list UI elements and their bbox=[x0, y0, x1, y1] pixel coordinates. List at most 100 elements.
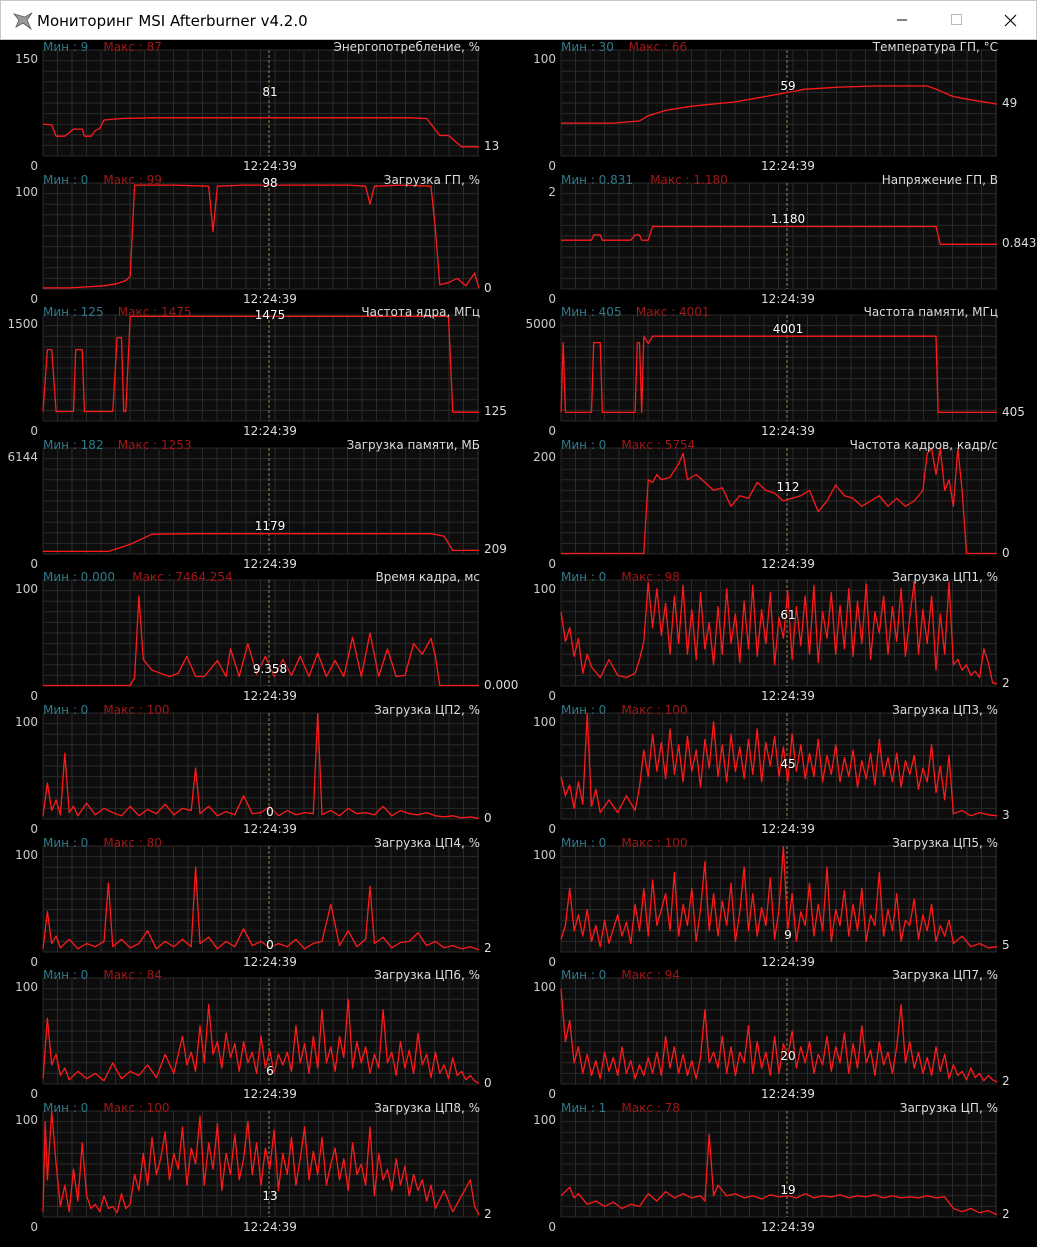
graph-y-max: 100 bbox=[15, 980, 38, 995]
graph-panel[interactable]: Мин : 182 Макс : 1253 Загрузка памяти, МБ 6… bbox=[0, 438, 518, 571]
graph-svg bbox=[42, 447, 479, 555]
graph-svg bbox=[42, 845, 480, 953]
graph-title: Загрузка ЦП8, % bbox=[374, 1100, 480, 1115]
graph-title: Энергопотребление, % bbox=[333, 40, 480, 54]
graph-y-max: 100 bbox=[533, 715, 556, 729]
graph-title: Частота ядра, МГц bbox=[361, 305, 480, 320]
graph-max-label: Макс : 99 bbox=[103, 172, 162, 187]
graph-time-label: 12:24:39 bbox=[761, 822, 815, 836]
graph-trace bbox=[560, 712, 998, 817]
graph-min-label: Мин : 0 bbox=[43, 172, 89, 187]
graph-panel[interactable]: Мин : 125 Макс : 1475 Частота ядра, МГц 150… bbox=[0, 305, 518, 438]
graph-panel[interactable]: Мин : 0 Макс : 94 Загрузка ЦП7, % 100 0 2 20 12… bbox=[518, 968, 1036, 1101]
graph-time-label: 12:24:39 bbox=[243, 1087, 297, 1102]
graph-max-label: Макс : 4001 bbox=[635, 305, 710, 320]
graph-y-max: 100 bbox=[15, 847, 38, 862]
graph-plot-area[interactable] bbox=[560, 579, 998, 687]
graph-plot-area[interactable] bbox=[560, 182, 997, 290]
graph-cursor-value: 19 bbox=[780, 1182, 796, 1197]
graph-panel[interactable]: Мин : 0 Макс : 80 Загрузка ЦП4, % 100 0 2 0 12:… bbox=[0, 836, 518, 969]
close-icon bbox=[1004, 14, 1017, 27]
graph-y-max: 100 bbox=[15, 184, 38, 199]
title-bar[interactable]: Мониторинг MSI Afterburner v4.2.0 bbox=[0, 0, 1037, 40]
graph-max-label: Макс : 98 bbox=[621, 570, 680, 585]
graph-svg bbox=[560, 182, 997, 290]
graph-min-label: Мин : 0.000 bbox=[43, 570, 116, 585]
graph-plot-area[interactable] bbox=[42, 49, 479, 157]
graph-trace bbox=[560, 1133, 998, 1216]
graph-y-min: 0 bbox=[30, 822, 38, 836]
graph-max-label: Макс : 100 bbox=[621, 703, 688, 717]
graph-title: Температура ГП, °C bbox=[872, 40, 998, 54]
graph-trace bbox=[42, 1110, 480, 1215]
graph-title: Загрузка ЦП6, % bbox=[374, 968, 480, 983]
graph-panel[interactable]: Мин : 0.831 Макс : 1.180 Напряжение ГП, В 2… bbox=[518, 173, 1036, 306]
graph-plot-area[interactable] bbox=[42, 977, 480, 1085]
graph-panel[interactable]: Мин : 1 Макс : 78 Загрузка ЦП, % 100 0 2 19 12:… bbox=[518, 1101, 1036, 1234]
graph-time-label: 12:24:39 bbox=[761, 159, 815, 173]
graph-panel[interactable]: Мин : 0 Макс : 100 Загрузка ЦП8, % 100 0 2 13 1… bbox=[0, 1101, 518, 1234]
graph-plot-area[interactable] bbox=[42, 314, 479, 422]
graph-plot-area[interactable] bbox=[42, 1110, 480, 1218]
graph-panel[interactable]: Мин : 0 Макс : 99 Загрузка ГП, % 100 0 0 98 12:… bbox=[0, 173, 518, 306]
graph-plot-area[interactable] bbox=[42, 182, 480, 290]
graph-panel[interactable]: Мин : 30 Макс : 66 Температура ГП, °C 100 0 4… bbox=[518, 40, 1036, 173]
graph-plot-area[interactable] bbox=[560, 49, 998, 157]
graph-min-label: Мин : 0 bbox=[43, 835, 89, 850]
graph-min-label: Мин : 1 bbox=[561, 1100, 607, 1115]
graph-cursor-value: 20 bbox=[780, 1048, 796, 1063]
graph-panel[interactable]: Мин : 0 Макс : 100 Загрузка ЦП5, % 100 0 5 9 12… bbox=[518, 836, 1036, 969]
graph-current-value: 0.843 bbox=[1002, 235, 1037, 250]
graph-panel[interactable]: Мин : 0 Макс : 98 Загрузка ЦП1, % 100 0 2 61 12… bbox=[518, 570, 1036, 703]
graph-y-min: 0 bbox=[30, 291, 38, 306]
graph-panel[interactable]: Мин : 0 Макс : 100 Загрузка ЦП3, % 100 0 3 45 1… bbox=[518, 703, 1036, 836]
graph-panel[interactable]: Мин : 0.000 Макс : 7464.254 Время кадра, м… bbox=[0, 570, 518, 703]
graph-plot-area[interactable] bbox=[560, 314, 997, 422]
close-button[interactable] bbox=[987, 1, 1033, 39]
graph-plot-area[interactable] bbox=[560, 447, 997, 555]
graph-y-max: 100 bbox=[15, 715, 38, 729]
graph-plot-area[interactable] bbox=[560, 712, 998, 820]
graph-title: Частота кадров, кадр/с bbox=[849, 437, 998, 452]
graph-y-max: 100 bbox=[533, 1112, 556, 1127]
graph-y-max: 100 bbox=[15, 582, 38, 597]
maximize-button[interactable] bbox=[933, 1, 979, 39]
graph-current-value: 2 bbox=[484, 1206, 492, 1221]
graph-max-label: Макс : 78 bbox=[621, 1100, 680, 1115]
graph-panel[interactable]: Мин : 0 Макс : 100 Загрузка ЦП2, % 100 0 0 0 12… bbox=[0, 703, 518, 836]
graph-plot-area[interactable] bbox=[560, 977, 998, 1085]
graph-y-max: 2 bbox=[548, 184, 556, 199]
graph-svg bbox=[560, 314, 997, 422]
graph-min-label: Мин : 405 bbox=[561, 305, 622, 320]
graph-time-label: 12:24:39 bbox=[761, 291, 815, 306]
graph-max-label: Макс : 100 bbox=[103, 703, 170, 717]
graph-time-label: 12:24:39 bbox=[243, 954, 297, 969]
minimize-button[interactable] bbox=[879, 1, 925, 39]
graph-plot-area[interactable] bbox=[42, 712, 480, 820]
hardware-monitor-graphs[interactable]: Мин : 9 Макс : 87 Энергопотребление, % 150 0… bbox=[0, 40, 1037, 1247]
graph-svg bbox=[42, 1110, 480, 1218]
graph-plot-area[interactable] bbox=[42, 845, 480, 953]
graph-trace bbox=[560, 845, 998, 949]
graph-panel[interactable]: Мин : 9 Макс : 87 Энергопотребление, % 150 0… bbox=[0, 40, 518, 173]
graph-panel[interactable]: Мин : 405 Макс : 4001 Частота памяти, МГц 5… bbox=[518, 305, 1036, 438]
graph-panel[interactable]: Мин : 0 Макс : 84 Загрузка ЦП6, % 100 0 0 6 12:… bbox=[0, 968, 518, 1101]
graph-current-value: 2 bbox=[1002, 1206, 1010, 1221]
graph-cursor-value: 13 bbox=[262, 1189, 278, 1204]
graph-y-max: 100 bbox=[533, 52, 556, 66]
graph-plot-area[interactable] bbox=[560, 845, 998, 953]
graph-y-max: 1500 bbox=[7, 317, 38, 332]
graph-svg bbox=[42, 579, 479, 687]
graph-trace bbox=[42, 712, 480, 820]
graph-y-max: 100 bbox=[533, 847, 556, 862]
graph-plot-area[interactable] bbox=[42, 579, 479, 687]
graph-panel[interactable]: Мин : 0 Макс : 5754 Частота кадров, кадр/с… bbox=[518, 438, 1036, 571]
graph-time-label: 12:24:39 bbox=[761, 689, 815, 704]
graph-cursor-value: 9.358 bbox=[252, 662, 288, 677]
graph-plot-area[interactable] bbox=[42, 447, 479, 555]
graph-cursor-value: 59 bbox=[780, 79, 796, 94]
graph-max-label: Макс : 1475 bbox=[117, 305, 192, 320]
graph-plot-area[interactable] bbox=[560, 1110, 998, 1218]
graph-time-label: 12:24:39 bbox=[243, 556, 297, 571]
graph-y-min: 0 bbox=[548, 556, 556, 571]
